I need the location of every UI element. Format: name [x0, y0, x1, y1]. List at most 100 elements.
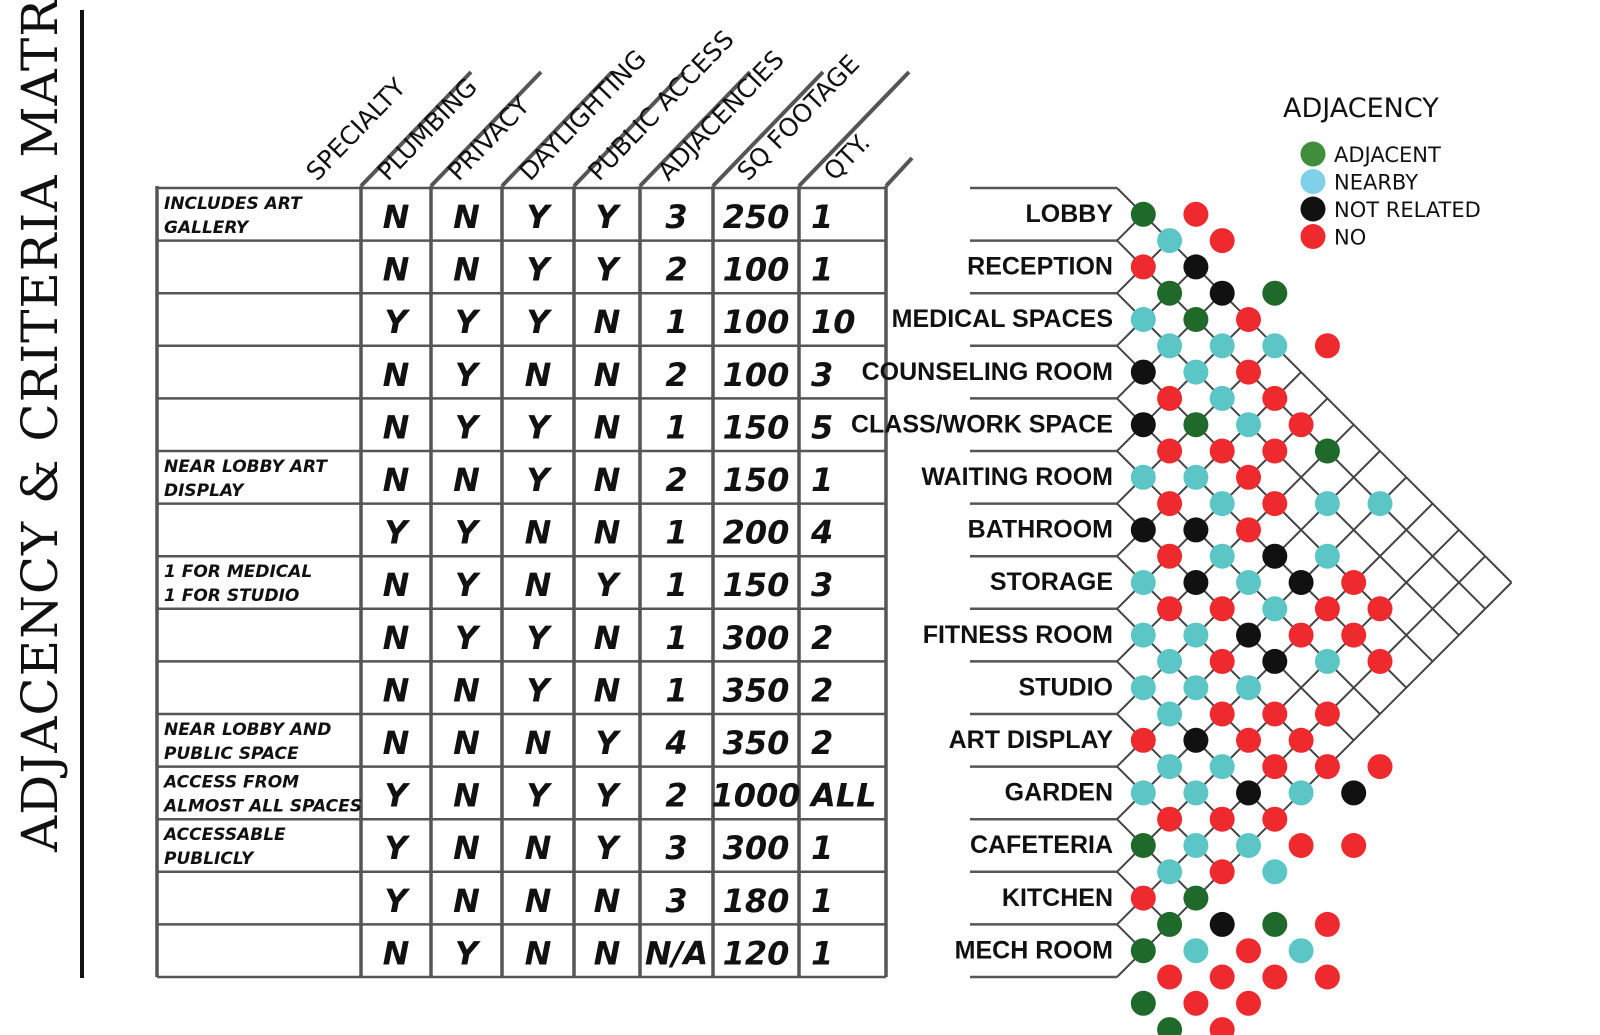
legend-swatch [1300, 196, 1326, 222]
criteria-value: N [525, 566, 552, 604]
criteria-value: Y [526, 198, 552, 236]
room-label: LOBBY [1026, 200, 1114, 228]
criteria-value: Y [455, 619, 481, 657]
adjacency-dot [1262, 280, 1288, 306]
legend-items: ADJACENT NEARBY NOT RELATED NO [1300, 141, 1481, 250]
criteria-value: Y [455, 934, 481, 972]
adjacency-dot [1130, 201, 1156, 227]
criteria-value: 350 [723, 724, 790, 762]
column-header-divider [429, 70, 543, 188]
adjacency-dot [1130, 570, 1156, 595]
column-header-divider [884, 156, 914, 188]
criteria-value: 2 [665, 461, 687, 499]
adjacency-dot [1157, 648, 1183, 674]
criteria-value: 1 [811, 934, 833, 972]
adjacency-dot [1183, 570, 1209, 595]
adjacency-matrix [1116, 187, 1513, 1035]
adjacency-dot [1262, 385, 1288, 411]
criteria-value: N [594, 408, 621, 446]
criteria-value: Y [526, 671, 552, 709]
matrix-grid-line [1116, 266, 1197, 347]
adjacency-dot [1183, 675, 1209, 701]
column-header-divider [711, 70, 825, 188]
adjacency-dot [1130, 517, 1156, 543]
room-label: ART DISPLAY [949, 726, 1114, 754]
adjacency-dot [1130, 833, 1156, 858]
adjacency-dot [1367, 596, 1393, 622]
criteria-value: 2 [811, 724, 833, 762]
criteria-value: Y [595, 724, 621, 762]
adjacency-dot [1157, 596, 1183, 622]
adjacency-dot [1236, 307, 1261, 332]
adjacency-dot [1288, 780, 1314, 806]
adjacency-dot [1236, 727, 1261, 753]
adjacency-dot [1183, 780, 1209, 806]
adjacency-dot [1209, 964, 1235, 990]
adjacency-dot [1236, 517, 1261, 543]
criteria-value: N [594, 882, 621, 920]
adjacency-dot [1130, 464, 1156, 490]
criteria-value: 1 [665, 566, 687, 604]
legend-title: ADJACENCY [1283, 93, 1439, 124]
room-label: WAITING ROOM [921, 463, 1113, 491]
criteria-value: Y [526, 303, 552, 341]
criteria-value: Y [595, 251, 621, 289]
criteria-value: 1 [811, 198, 833, 236]
criteria-value: 1 [665, 671, 687, 709]
legend-label: NOT RELATED [1334, 198, 1481, 222]
specialty-note: NEAR LOBBY ART [164, 457, 328, 477]
adjacency-dot [1209, 333, 1235, 359]
title-block: ADJACENCY & CRITERIA MATRIX [11, 0, 84, 978]
legend-label: NO [1334, 226, 1366, 250]
adjacency-dot [1157, 333, 1183, 359]
column-header-divider [638, 70, 752, 188]
adjacency-dot [1130, 780, 1156, 806]
adjacency-dot [1288, 412, 1314, 438]
criteria-value: Y [384, 514, 410, 552]
adjacency-dot [1288, 833, 1314, 858]
adjacency-dot [1183, 990, 1209, 1016]
adjacency-dot [1367, 648, 1393, 674]
adjacency-dot [1157, 964, 1183, 990]
criteria-value: 300 [723, 619, 790, 657]
criteria-value: 3 [665, 882, 687, 920]
criteria-value: 2 [665, 777, 687, 815]
specialty-note: ACCESS FROM [162, 773, 299, 793]
criteria-value: 100 [723, 356, 790, 394]
column-header-divider [572, 70, 686, 188]
room-label: FITNESS ROOM [923, 621, 1113, 649]
room-label: COUNSELING ROOM [862, 358, 1113, 386]
adjacency-dot [1183, 938, 1209, 964]
room-label: CAFETERIA [970, 831, 1113, 859]
specialty-note: DISPLAY [164, 481, 245, 501]
adjacency-dot [1314, 648, 1340, 674]
adjacency-dot [1130, 675, 1156, 701]
adjacency-dot [1262, 438, 1288, 464]
criteria-value: N [383, 251, 410, 289]
criteria-value: N [594, 356, 621, 394]
criteria-value: 10 [811, 303, 856, 341]
adjacency-dot [1236, 675, 1261, 701]
adjacency-dot [1314, 911, 1340, 937]
criteria-value: Y [595, 777, 621, 815]
adjacency-dot [1157, 491, 1183, 517]
room-label: CLASS/WORK SPACE [851, 410, 1113, 438]
criteria-value: 5 [811, 408, 833, 446]
column-header-divider [359, 70, 473, 188]
legend-label: ADJACENT [1334, 143, 1441, 167]
room-label: GARDEN [1005, 779, 1113, 807]
criteria-value: Y [526, 777, 552, 815]
criteria-value: N [594, 514, 621, 552]
criteria-value: 1 [811, 829, 833, 867]
adjacency-dot [1314, 596, 1340, 622]
criteria-value: N [525, 724, 552, 762]
column-header-divider [797, 70, 911, 188]
criteria-value: N [525, 934, 552, 972]
criteria-value: 2 [811, 671, 833, 709]
adjacency-dot [1157, 438, 1183, 464]
adjacency-dot [1236, 938, 1261, 964]
adjacency-dot [1341, 570, 1367, 595]
adjacency-dot [1288, 570, 1314, 595]
criteria-value: 1 [811, 461, 833, 499]
